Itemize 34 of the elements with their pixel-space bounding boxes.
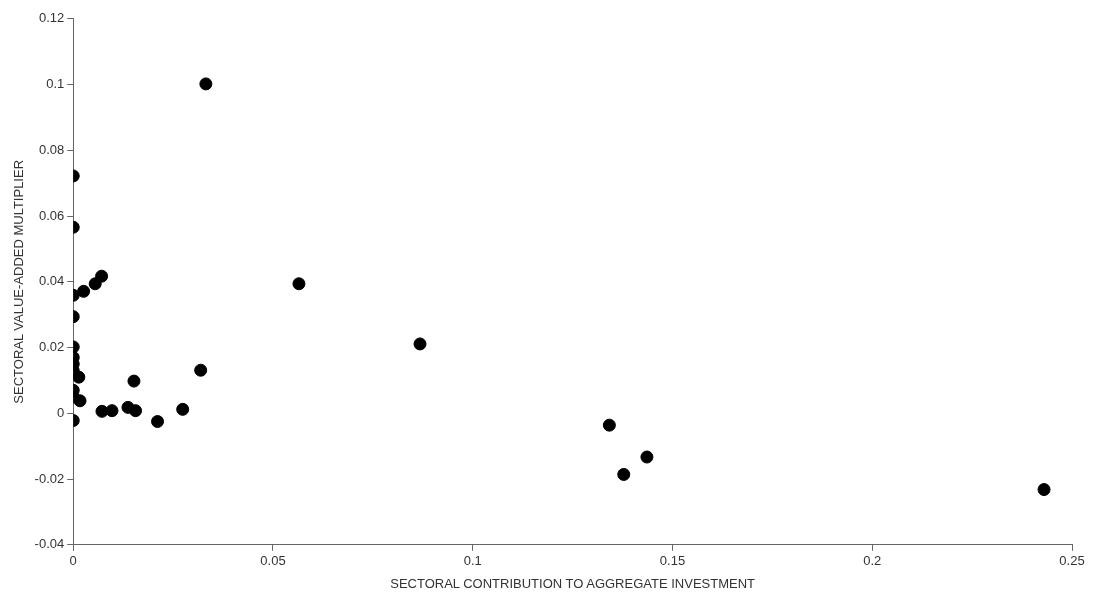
point	[617, 467, 631, 481]
x-tick-label: 0.05	[260, 553, 286, 569]
point	[194, 363, 208, 377]
point	[602, 418, 616, 432]
x-tick-label: 0	[69, 553, 77, 569]
y-tick-label: 0.12	[38, 10, 65, 26]
y-tick-label: 0.04	[38, 273, 65, 289]
point	[151, 415, 165, 429]
x-tick-label: 0.15	[659, 553, 686, 569]
point	[199, 77, 213, 91]
y-tick-label: 0.1	[46, 76, 65, 92]
x-tick-label: 0.1	[463, 553, 482, 569]
y-tick-label: 0.06	[38, 207, 65, 223]
point	[129, 404, 143, 418]
y-tick-label: 0.08	[38, 141, 65, 157]
point	[73, 370, 86, 384]
x-axis-title: SECTORAL CONTRIBUTION TO AGGREGATE INVESTMENT	[390, 575, 756, 591]
point	[413, 337, 427, 351]
point	[105, 404, 119, 418]
x-tick-label: 0.25	[1059, 553, 1085, 569]
point	[1037, 483, 1051, 497]
y-tick-label: -0.02	[34, 470, 65, 486]
point	[73, 394, 87, 408]
point	[292, 277, 306, 291]
point	[127, 374, 141, 388]
y-tick-label: -0.04	[34, 536, 65, 552]
point	[640, 450, 654, 464]
y-tick-label: 0	[57, 404, 65, 420]
point	[77, 284, 91, 298]
y-axis-title: SECTORAL VALUE-ADDED MULTIPLIER	[11, 159, 27, 404]
x-tick-label: 0.2	[863, 553, 882, 569]
y-tick-label: 0.02	[38, 339, 65, 355]
point	[176, 402, 190, 416]
point	[95, 269, 109, 283]
